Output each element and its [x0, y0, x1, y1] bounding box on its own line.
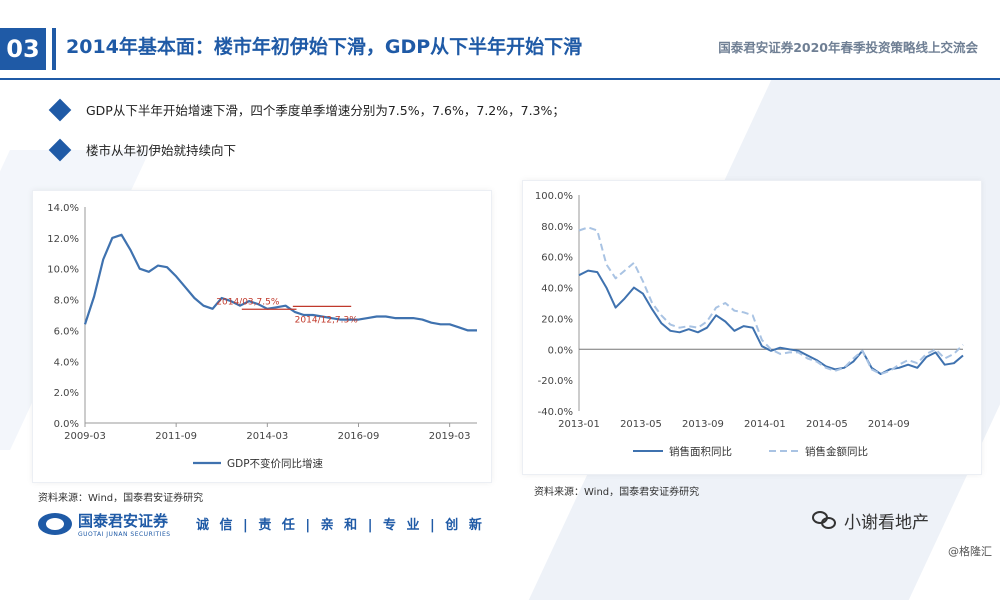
logo-name-cn: 国泰君安证券: [78, 512, 169, 530]
header-divider: [0, 78, 1000, 80]
y-tick-label: 4.0%: [54, 357, 79, 368]
gdp-chart: 0.0% 2.0% 4.0% 6.0% 8.0% 10.0% 12.0% 14.0% 2009-…: [47, 203, 477, 470]
wechat-watermark: 小谢看地产: [812, 508, 929, 533]
company-slogan: 诚 信 | 责 任 | 亲 和 | 专 业 | 创 新: [196, 518, 485, 533]
section-number: 03: [0, 28, 46, 70]
y-tick-label: 12.0%: [47, 234, 79, 245]
bullet-item: 楼市从年初伊始就持续向下: [48, 138, 237, 161]
diamond-bullet-icon: [48, 138, 72, 161]
x-tick-label: 2014-09: [868, 419, 910, 430]
annotation-label: 2014/12,7.3%: [295, 315, 359, 325]
y-tick-label: 0.0%: [548, 345, 573, 356]
page-subtitle: 国泰君安证券2020年春季投资策略线上交流会: [718, 40, 978, 55]
sales-chart-card: -40.0% -20.0% 0.0% 20.0% 40.0% 60.0% 80.0% 100.…: [522, 180, 982, 475]
area-series-line: [578, 269, 964, 375]
y-tick-label: 20.0%: [541, 314, 573, 325]
x-tick-label: 2009-03: [64, 431, 106, 442]
y-tick-label: -40.0%: [538, 407, 573, 418]
x-tick-label: 2014-01: [744, 419, 786, 430]
bullet-item: GDP从下半年开始增速下滑，四个季度单季增速分别为7.5%，7.6%，7.2%，…: [48, 98, 565, 121]
x-tick-label: 2016-09: [338, 431, 380, 442]
gdp-series-line: [83, 233, 477, 332]
logo-name-en: GUOTAI JUNAN SECURITIES: [78, 531, 171, 538]
amount-series-line: [578, 226, 964, 375]
source-note-right: 资料来源：Wind，国泰君安证券研究: [534, 487, 700, 498]
diamond-bullet-icon: [48, 98, 72, 121]
y-tick-label: 6.0%: [54, 326, 79, 337]
wechat-icon: [812, 510, 838, 531]
x-tick-label: 2013-05: [620, 419, 662, 430]
x-tick-label: 2013-01: [558, 419, 600, 430]
header-accent-bar: [52, 28, 56, 70]
x-tick-label: 2014-03: [246, 431, 288, 442]
x-tick-label: 2011-09: [155, 431, 197, 442]
legend-label: 销售面积同比: [669, 445, 732, 458]
y-tick-label: 40.0%: [541, 284, 573, 295]
source-note-left: 资料来源：Wind，国泰君安证券研究: [38, 493, 204, 504]
y-tick-label: 10.0%: [47, 265, 79, 276]
y-tick-label: 0.0%: [54, 419, 79, 430]
sales-chart: -40.0% -20.0% 0.0% 20.0% 40.0% 60.0% 80.0% 100.…: [535, 191, 964, 458]
company-logo: 国泰君安证券 GUOTAI JUNAN SECURITIES: [38, 510, 171, 538]
y-tick-label: 100.0%: [535, 191, 573, 202]
wechat-account-name: 小谢看地产: [844, 513, 929, 533]
legend-label: 销售金额同比: [805, 445, 868, 458]
annotation-label: 2014/03,7.5%: [216, 297, 280, 307]
page-title: 2014年基本面：楼市年初伊始下滑，GDP从下半年开始下滑: [66, 36, 583, 58]
y-tick-label: 14.0%: [47, 203, 79, 214]
bullet-text: GDP从下半年开始增速下滑，四个季度单季增速分别为7.5%，7.6%，7.2%，…: [86, 103, 565, 118]
y-tick-label: 60.0%: [541, 253, 573, 264]
platform-watermark: @格隆汇: [948, 545, 992, 558]
x-tick-label: 2019-03: [429, 431, 471, 442]
x-tick-label: 2014-05: [806, 419, 848, 430]
x-tick-label: 2013-09: [682, 419, 724, 430]
legend-label: GDP不变价同比增速: [227, 457, 324, 470]
y-tick-label: 80.0%: [541, 222, 573, 233]
page-header: 03 2014年基本面：楼市年初伊始下滑，GDP从下半年开始下滑 国泰君安证券2…: [0, 20, 1000, 80]
gdp-chart-card: 0.0% 2.0% 4.0% 6.0% 8.0% 10.0% 12.0% 14.0% 2009-…: [32, 190, 492, 483]
logo-icon: [38, 513, 72, 535]
y-tick-label: 2.0%: [54, 388, 79, 399]
bullet-text: 楼市从年初伊始就持续向下: [86, 143, 237, 158]
y-tick-label: -20.0%: [538, 376, 573, 387]
y-tick-label: 8.0%: [54, 296, 79, 307]
